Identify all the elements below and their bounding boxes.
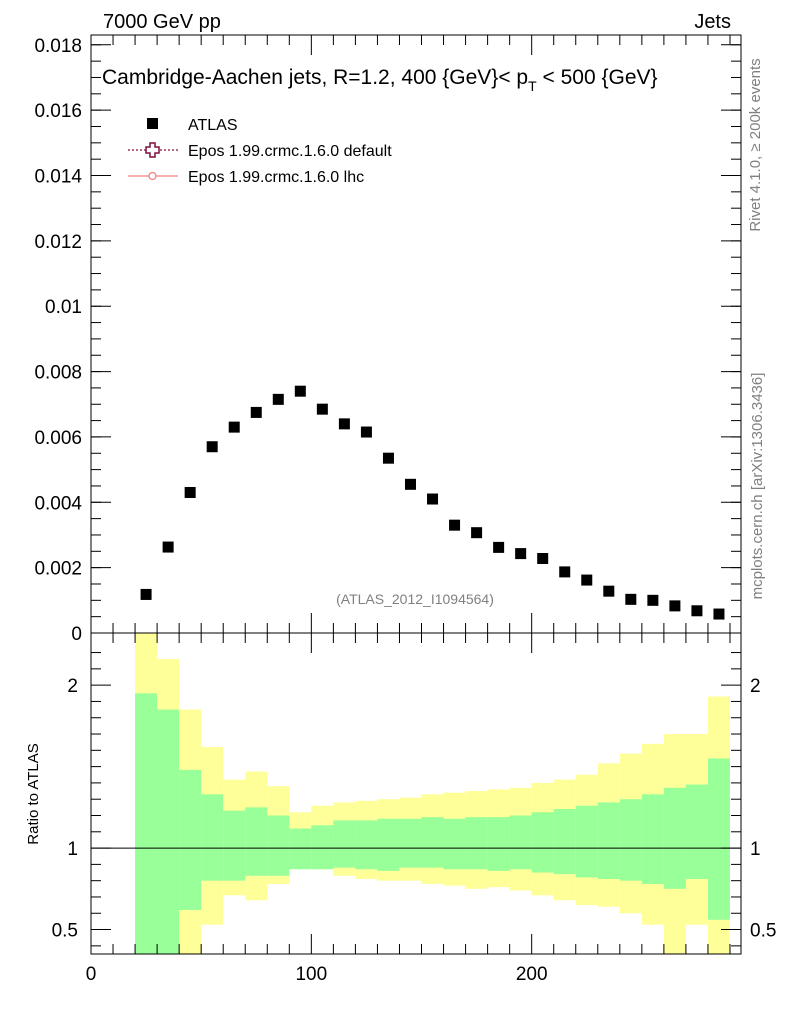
ratio-band-inner [135,693,158,954]
atlas-data-point [713,608,725,620]
ratio-band-inner [465,817,488,870]
atlas-data-point [427,493,439,505]
ratio-band-inner [333,820,356,868]
atlas-data-point [404,478,416,490]
y-tick-label: 0.014 [34,167,82,188]
x-tick-label: 200 [516,964,548,985]
y-tick-label: 0.012 [34,232,82,253]
atlas-data-point [184,486,196,498]
ratio-bands [135,633,730,954]
atlas-data-point [647,594,659,606]
ratio-band-inner [223,810,246,881]
ratio-y-tick-label-right: 0.5 [750,921,776,942]
ratio-band-inner [355,820,378,870]
ratio-band-inner [509,815,532,870]
atlas-data-point [382,452,394,464]
ratio-band-inner [619,799,642,881]
x-tick-label: 100 [295,964,327,985]
ratio-y-tick-label-right: 2 [750,676,761,697]
ratio-band-inner [597,802,620,880]
atlas-data-point [162,541,174,553]
atlas-data-point [140,588,152,600]
ratio-band-inner [179,769,202,911]
chart-title-sub: T [528,78,537,94]
y-tick-label: 0.016 [34,101,82,122]
atlas-data-point [537,552,549,564]
atlas-data-point [471,527,483,539]
y-tick-label: 0.006 [34,428,82,449]
ratio-band-inner [157,709,180,954]
ratio-band-inner [245,807,268,876]
atlas-data-point [449,519,461,531]
ratio-band-inner [267,815,290,876]
main-axes: 0 0.002 0.004 0.006 0.008 0.01 0.012 0.014 0.016… [34,35,741,645]
chart-title-end: < 500 {GeV} [537,66,658,89]
header-right: Jets [694,11,731,33]
atlas-data-point [272,393,284,405]
atlas-data-point [316,403,328,415]
legend-atlas-label: ATLAS [188,117,238,134]
main-panel: 0 0.002 0.004 0.006 0.008 0.01 0.012 0.014 0.016… [34,34,742,645]
atlas-data-point [493,541,505,553]
atlas-data-point [603,585,615,597]
legend-atlas-marker [147,118,158,129]
legend-default-label: Epos 1.99.crmc.1.6.0 default [188,143,392,160]
ratio-band-inner [399,818,422,868]
atlas-data-point [206,441,218,453]
atlas-data-point [360,426,372,438]
ratio-band-inner [289,828,312,870]
analysis-id: (ATLAS_2012_I1094564) [336,591,494,607]
ratio-band-inner [685,784,708,880]
ratio-band-inner [487,817,510,871]
ratio-y-tick-label: 0.5 [52,921,78,942]
atlas-data-point [581,574,593,586]
x-tick-label: 0 [86,964,97,985]
ratio-panel: 0.5 0.5 1 1 2 2 0 100 200 Ratio to ATLAS [25,632,776,985]
header-left: 7000 GeV pp [103,11,221,33]
atlas-data-point [338,418,350,430]
atlas-data-point [250,406,262,418]
ratio-band-inner [377,818,400,871]
ratio-ylabel: Ratio to ATLAS [25,743,42,844]
legend-lhc-marker [148,171,157,181]
legend-default-marker [145,142,160,158]
ratio-frame [90,632,742,955]
mcplots-label: mcplots.cern.ch [arXiv:1306.3436] [749,373,766,600]
ratio-y-tick-label: 1 [67,839,78,860]
atlas-data-point [559,566,571,578]
legend-lhc-label: Epos 1.99.crmc.1.6.0 lhc [188,169,364,186]
y-tick-label: 0.008 [34,363,82,384]
atlas-data-point [669,600,681,612]
y-tick-label: 0 [71,624,82,645]
ratio-y-tick-label-right: 1 [750,839,761,860]
y-tick-label: 0.01 [45,297,82,318]
y-tick-label: 0.004 [34,493,82,514]
main-marks [140,385,725,620]
y-tick-label: 0.018 [34,36,82,57]
ratio-y-tick-label: 2 [67,676,78,697]
ratio-band-inner [201,794,224,881]
atlas-data-point [228,421,240,433]
legend: ATLAS Epos 1.99.crmc.1.6.0 default Epos … [128,117,392,186]
atlas-data-point [691,605,703,617]
ratio-band-inner [641,794,664,884]
ratio-band-inner [443,818,466,870]
y-tick-label: 0.002 [34,559,82,580]
ratio-band-inner [531,812,554,873]
atlas-data-point [515,548,527,560]
ratio-band-inner [553,808,576,875]
atlas-data-point [625,593,637,605]
ratio-band-inner [575,805,598,878]
ratio-band-inner [421,817,444,868]
atlas-data-point [294,385,306,397]
ratio-band-inner [707,758,730,920]
ratio-band-inner [663,787,686,889]
ratio-band-inner [311,825,334,870]
chart-title-main: Cambridge-Aachen jets, R=1.2, 400 {GeV}<… [102,66,528,89]
chart-title: Cambridge-Aachen jets, R=1.2, 400 {GeV}<… [102,66,658,94]
rivet-label: Rivet 4.1.0, ≥ 200k events [747,58,764,231]
